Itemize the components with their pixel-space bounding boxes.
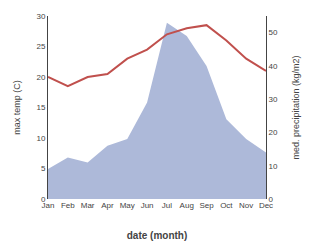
svg-text:med. precipitation (kg/m2): med. precipitation (kg/m2) bbox=[291, 55, 301, 159]
svg-text:Jan: Jan bbox=[42, 201, 55, 210]
svg-text:0: 0 bbox=[41, 195, 46, 204]
svg-text:30: 30 bbox=[269, 95, 278, 104]
svg-text:Nov: Nov bbox=[239, 201, 253, 210]
svg-text:20: 20 bbox=[36, 73, 45, 82]
svg-text:10: 10 bbox=[36, 134, 45, 143]
svg-text:max temp (C): max temp (C) bbox=[12, 80, 22, 135]
svg-text:Jul: Jul bbox=[162, 201, 172, 210]
svg-text:Jun: Jun bbox=[141, 201, 154, 210]
svg-text:20: 20 bbox=[269, 128, 278, 137]
svg-text:15: 15 bbox=[36, 103, 45, 112]
svg-text:40: 40 bbox=[269, 62, 278, 71]
svg-text:Apr: Apr bbox=[101, 201, 114, 210]
svg-text:Oct: Oct bbox=[220, 201, 233, 210]
svg-text:Mar: Mar bbox=[81, 201, 95, 210]
svg-text:date (month): date (month) bbox=[127, 230, 188, 241]
svg-text:30: 30 bbox=[36, 12, 45, 21]
svg-text:Sep: Sep bbox=[199, 201, 214, 210]
svg-text:May: May bbox=[120, 201, 135, 210]
svg-text:25: 25 bbox=[36, 42, 45, 51]
svg-text:10: 10 bbox=[269, 162, 278, 171]
svg-text:Dec: Dec bbox=[259, 201, 273, 210]
svg-text:5: 5 bbox=[41, 164, 46, 173]
svg-text:50: 50 bbox=[269, 28, 278, 37]
svg-text:0: 0 bbox=[269, 195, 274, 204]
svg-text:Aug: Aug bbox=[180, 201, 194, 210]
svg-text:Feb: Feb bbox=[61, 201, 75, 210]
